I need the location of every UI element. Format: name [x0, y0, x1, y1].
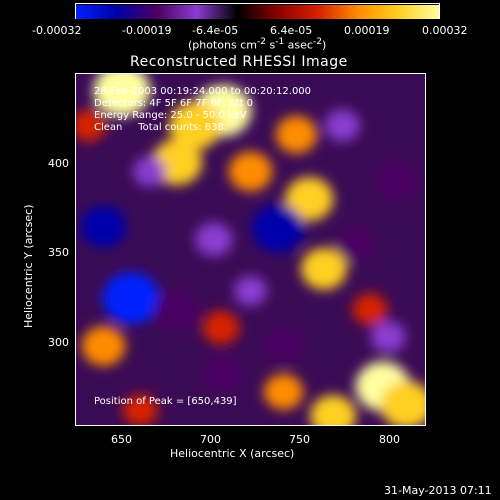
heatmap-canvas [76, 74, 425, 425]
heatmap-blob [202, 354, 244, 393]
heatmap-blob [155, 289, 199, 330]
x-tick-650: 650 [111, 433, 132, 446]
heatmap-blob [324, 109, 360, 142]
x-tick-700: 700 [200, 433, 221, 446]
annotation-time-range: 28-Feb-2003 00:19:24.000 to 00:20:12.000 [94, 86, 312, 97]
heatmap-blob [375, 160, 420, 201]
colorbar-tick-5: 0.00019 [344, 24, 390, 37]
heatmap-blob [263, 328, 304, 364]
colorbar-unit-label: (photons cm-2 s-1 asec-2) [188, 37, 327, 52]
y-tick-350: 350 [48, 246, 69, 259]
colorbar-tick-3: -6.4e-05 [192, 24, 239, 37]
heatmap-blob [80, 205, 127, 248]
heatmap-blob [102, 272, 160, 325]
heatmap-blob [310, 394, 357, 425]
plot-title: Reconstructed RHESSI Image [130, 54, 348, 70]
heatmap-blob [202, 310, 240, 345]
colorbar-tick-2: -0.00019 [122, 24, 172, 37]
annotation-energy-range: Energy Range: 25.0 - 50.0 keV [94, 110, 247, 121]
colorbar-tick-4: 6.4e-05 [270, 24, 313, 37]
heatmap-blob [93, 74, 151, 117]
x-axis-label: Heliocentric X (arcsec) [170, 447, 295, 460]
annotation-counts: Clean Total counts: 838. [94, 122, 228, 133]
footer-timestamp: 31-May-2013 07:11 [384, 484, 492, 497]
heatmap-blob [169, 101, 222, 150]
heatmap-blob [228, 151, 273, 192]
x-tick-800: 800 [379, 433, 400, 446]
colorbar-tick-1: -0.00032 [32, 24, 82, 37]
heatmap-blob [335, 227, 375, 263]
colorbar-gradient [76, 5, 439, 19]
rhessi-image-plot [75, 73, 426, 426]
x-tick-750: 750 [289, 433, 310, 446]
heatmap-blob [81, 326, 126, 366]
heatmap-blob [122, 394, 158, 425]
colorbar-tick-6: 0.00032 [422, 24, 468, 37]
colorbar [75, 3, 440, 19]
annotation-peak-position: Position of Peak = [650,439] [94, 396, 237, 407]
heatmap-blob [76, 109, 107, 142]
heatmap-blob [234, 275, 267, 306]
heatmap-blob [380, 380, 425, 425]
heatmap-blob [370, 320, 406, 353]
y-axis-label: Heliocentric Y (arcsec) [22, 204, 35, 328]
annotation-detectors: Detectors: 4F 5F 6F 7F 8F, Att 0 [94, 98, 254, 109]
heatmap-blob [195, 222, 233, 257]
heatmap-blob [352, 293, 388, 326]
heatmap-blob [285, 177, 334, 221]
heatmap-blob [275, 115, 318, 154]
y-tick-400: 400 [48, 157, 69, 170]
heatmap-blob [251, 204, 305, 253]
y-tick-300: 300 [48, 336, 69, 349]
heatmap-blob [263, 373, 304, 410]
heatmap-blob [301, 247, 347, 290]
heatmap-blob [133, 156, 166, 187]
